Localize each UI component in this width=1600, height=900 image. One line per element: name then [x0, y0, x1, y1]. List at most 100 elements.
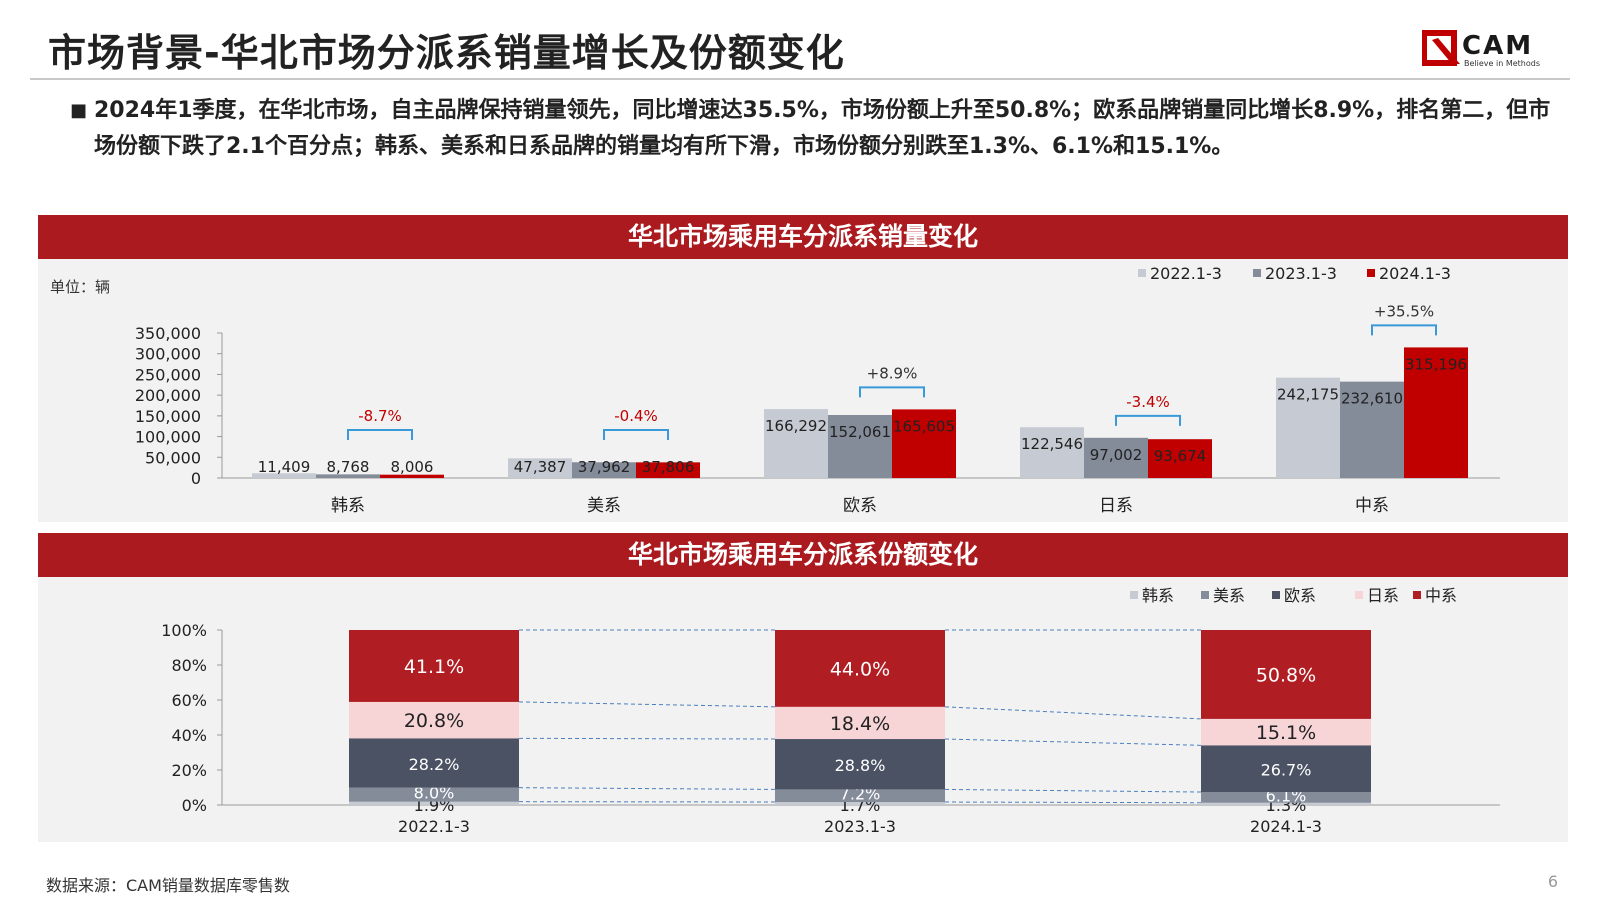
data-source-note: 数据来源：CAM销量数据库零售数 [46, 876, 290, 895]
stack-segment-欧系 [349, 738, 519, 788]
legend-swatch [1138, 269, 1146, 277]
x-category-label: 韩系 [331, 496, 365, 516]
growth-rate-label: -3.4% [1126, 393, 1170, 411]
growth-bracket [603, 429, 669, 440]
stack-segment-欧系 [1201, 745, 1371, 793]
segment-value-label: 50.8% [1256, 664, 1316, 686]
stack-segment-欧系 [775, 739, 945, 790]
y-tick-label: 0 [191, 469, 201, 488]
bar-韩系-2 [380, 474, 444, 478]
segment-value-label: 26.7% [1261, 761, 1312, 780]
bar-value-label: 8,006 [391, 458, 434, 476]
logo-text: CAM [1462, 31, 1533, 61]
y-tick-label: 40% [171, 726, 207, 745]
x-category-label: 日系 [1099, 496, 1133, 516]
bar-value-label: 166,292 [765, 417, 827, 435]
bar-value-label: 97,002 [1090, 446, 1143, 464]
bar-value-label: 8,768 [327, 458, 370, 476]
bar-日系-0 [1020, 427, 1084, 478]
legend-label: 中系 [1425, 586, 1457, 605]
bar-欧系-0 [764, 409, 828, 478]
bar-欧系-1 [828, 415, 892, 478]
summary-text: 2024年1季度，在华北市场，自主品牌保持销量领先，同比增速达35.5%，市场份… [94, 98, 1551, 159]
legend-label: 日系 [1367, 586, 1399, 605]
bar-韩系-1 [316, 474, 380, 478]
growth-bracket [347, 429, 413, 440]
stack-segment-日系 [349, 701, 519, 739]
y-tick-label: 20% [171, 761, 207, 780]
bar-value-label: 11,409 [258, 458, 311, 476]
growth-bracket [859, 386, 925, 398]
legend-swatch [1201, 591, 1209, 599]
bar-value-label: 315,196 [1405, 355, 1467, 373]
bar-日系-1 [1084, 437, 1148, 478]
segment-value-label: 8.0% [414, 784, 455, 803]
growth-rate-label: +35.5% [1374, 302, 1434, 320]
legend-swatch [1130, 591, 1138, 599]
segment-value-label: 18.4% [830, 713, 890, 735]
share-stacked-chart: 0%20%40%60%80%100%韩系 美系 欧系 日系 中系1.9%8.0%28.2… [161, 586, 1500, 836]
bar-韩系-0 [252, 473, 316, 478]
y-tick-label: 100% [161, 621, 207, 640]
growth-rate-label: -0.4% [614, 407, 658, 425]
legend-swatch [1253, 269, 1261, 277]
logo-mark-frame [1422, 30, 1457, 66]
share-connector-line [944, 738, 1202, 746]
bar-value-label: 242,175 [1277, 386, 1339, 404]
x-category-label: 2024.1-3 [1250, 817, 1322, 836]
stack-segment-韩系 [349, 801, 519, 805]
y-tick-label: 0% [182, 796, 207, 815]
bar-value-label: 37,806 [642, 458, 695, 476]
segment-value-label: 15.1% [1256, 722, 1316, 744]
summary-bullet: ■ [70, 100, 88, 121]
stack-segment-中系 [775, 630, 945, 707]
bar-中系-2 [1404, 347, 1468, 478]
share-chart-title-band: 华北市场乘用车分派系份额变化 [38, 533, 1568, 577]
bar-value-label: 122,546 [1021, 435, 1083, 453]
stack-segment-美系 [775, 789, 945, 803]
y-tick-label: 50,000 [145, 448, 201, 467]
share-connector-line [944, 801, 1202, 804]
growth-bracket [1115, 414, 1181, 426]
legend-swatch [1272, 591, 1280, 599]
cam-logo: CAM Believe in Methods [1422, 30, 1540, 68]
x-category-label: 2022.1-3 [398, 817, 470, 836]
title-divider [30, 78, 1570, 80]
bar-value-label: 47,387 [514, 458, 567, 476]
segment-value-label: 20.8% [404, 710, 464, 732]
segment-value-label: 28.2% [409, 755, 460, 774]
legend-label: 韩系 [1142, 586, 1174, 605]
legend-label: 2022.1-3 [1150, 264, 1222, 283]
legend-label: 欧系 [1284, 586, 1316, 605]
x-category-label: 美系 [587, 496, 621, 516]
share-connector-line [944, 706, 1202, 720]
legend-label: 2024.1-3 [1379, 264, 1451, 283]
share-connector-line [518, 737, 776, 740]
y-tick-label: 60% [171, 691, 207, 710]
bar-value-label: 152,061 [829, 423, 891, 441]
stack-segment-日系 [1201, 718, 1371, 746]
stack-segment-中系 [1201, 630, 1371, 719]
segment-value-label: 41.1% [404, 656, 464, 678]
bar-value-label: 93,674 [1154, 447, 1207, 465]
bar-value-label: 37,962 [578, 458, 631, 476]
stack-segment-韩系 [1201, 802, 1371, 805]
legend-label: 美系 [1213, 586, 1245, 605]
logo-mark-slash [1432, 38, 1460, 64]
page-title: 市场背景-华北市场分派系销量增长及份额变化 [48, 31, 845, 75]
page-number: 6 [1547, 872, 1558, 891]
share-connector-line [944, 788, 1202, 793]
growth-rate-label: +8.9% [867, 364, 918, 382]
stack-segment-韩系 [775, 802, 945, 805]
stack-segment-日系 [775, 706, 945, 740]
y-tick-label: 100,000 [135, 428, 201, 447]
growth-bracket [1371, 324, 1437, 336]
y-tick-label: 80% [171, 656, 207, 675]
segment-value-label: 7.2% [840, 785, 881, 804]
sales-chart-unit-label: 单位：辆 [50, 278, 111, 296]
logo-tagline: Believe in Methods [1464, 59, 1540, 68]
y-tick-label: 250,000 [135, 365, 201, 384]
bar-美系-2 [636, 462, 700, 478]
legend-label: 2023.1-3 [1265, 264, 1337, 283]
